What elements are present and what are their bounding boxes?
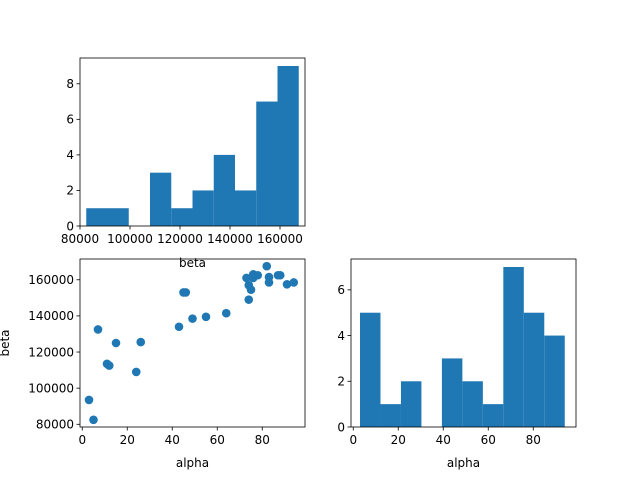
scatter-alpha-beta-point xyxy=(89,415,98,425)
hist-beta-x-tick-label: 80000 xyxy=(61,232,99,246)
scatter-alpha-beta-point xyxy=(264,278,274,287)
hist-beta-bar xyxy=(235,190,257,226)
hist-beta-y-tick-label: 2 xyxy=(66,184,74,198)
hist-alpha-y-tick-label: 6 xyxy=(337,283,345,297)
scatter-alpha-beta-point xyxy=(244,295,254,304)
hist-alpha-bar xyxy=(441,358,463,427)
scatter-alpha-beta-x-tick-label: 40 xyxy=(165,433,180,447)
alpha-histogram-frame xyxy=(350,258,577,428)
scatter-alpha-beta-x-tick-label: 0 xyxy=(78,433,86,447)
hist-alpha-x-tick-label: 60 xyxy=(481,433,496,447)
hist-alpha-bar xyxy=(380,404,401,427)
hist-alpha-y-tick-label: 4 xyxy=(337,329,345,343)
hist-beta-bar xyxy=(171,208,193,226)
beta-histogram-bars xyxy=(86,66,299,226)
scatter-alpha-beta-point xyxy=(282,279,292,289)
alpha-histogram-panel: 0 20 40 60 80 0 2 4 6 alpha xyxy=(337,258,577,470)
scatter-alpha-beta-point xyxy=(289,278,299,287)
scatter-alpha-beta-point xyxy=(242,273,251,283)
hist-beta-x-tick-label: 160000 xyxy=(257,232,303,246)
alpha-beta-scatter-points xyxy=(84,261,299,425)
scatter-alpha-beta-point xyxy=(188,314,197,323)
scatter-alpha-beta-point xyxy=(246,285,256,295)
hist-alpha-x-tick-label: 40 xyxy=(436,433,451,447)
hist-beta-y-tick-label: 8 xyxy=(66,77,74,91)
alpha-beta-scatter-y-label: beta xyxy=(0,329,12,356)
beta-histogram-x-axis: 80000 100000 120000 140000 160000 xyxy=(61,226,303,246)
beta-histogram-x-label: beta xyxy=(179,256,206,270)
scatter-alpha-beta-y-tick-label: 100000 xyxy=(28,381,74,395)
alpha-histogram-bars xyxy=(360,267,565,427)
hist-alpha-bar xyxy=(400,381,422,427)
scatter-alpha-beta-point xyxy=(93,325,103,334)
hist-alpha-bar xyxy=(360,312,381,427)
hist-beta-y-tick-label: 4 xyxy=(66,148,74,162)
scatter-alpha-beta-point xyxy=(262,261,272,271)
hist-alpha-x-tick-label: 20 xyxy=(391,433,406,447)
hist-beta-bar xyxy=(107,208,129,226)
alpha-beta-scatter-frame xyxy=(79,258,306,428)
alpha-beta-scatter-x-label: alpha xyxy=(176,456,209,470)
scatter-alpha-beta-point xyxy=(221,308,231,318)
scatter-alpha-beta-point xyxy=(174,322,184,332)
hist-beta-bar xyxy=(277,66,299,226)
beta-histogram-panel: 80000 100000 120000 140000 160000 0 2 4 6 8 beta xyxy=(61,57,306,270)
hist-beta-bar xyxy=(213,154,235,226)
hist-beta-bar xyxy=(192,190,214,226)
alpha-histogram-y-axis: 0 2 4 6 xyxy=(337,283,351,434)
alpha-beta-scatter-panel: 0 20 40 60 80 80000100000120000140000160000 … xyxy=(0,258,306,470)
scatter-alpha-beta-point xyxy=(136,337,146,347)
hist-beta-bar xyxy=(256,101,278,226)
scatter-alpha-beta-x-tick-label: 80 xyxy=(255,433,270,447)
scatter-alpha-beta-x-tick-label: 20 xyxy=(120,433,135,447)
hist-alpha-x-tick-label: 80 xyxy=(526,433,541,447)
scatter-alpha-beta-point xyxy=(275,270,285,280)
scatter-alpha-beta-y-tick-label: 140000 xyxy=(28,309,74,323)
scatter-alpha-beta-point xyxy=(111,338,121,348)
hist-beta-y-tick-label: 0 xyxy=(66,219,74,233)
hist-alpha-bar xyxy=(503,267,524,427)
scatter-alpha-beta-point xyxy=(181,288,191,297)
scatter-alpha-beta-y-tick-label: 160000 xyxy=(28,273,74,287)
alpha-histogram-x-axis: 0 20 40 60 80 xyxy=(349,427,541,447)
hist-alpha-y-tick-label: 2 xyxy=(337,375,345,389)
hist-beta-bar xyxy=(86,208,108,226)
scatter-alpha-beta-y-tick-label: 120000 xyxy=(28,345,74,359)
scatter-alpha-beta-point xyxy=(131,367,141,377)
hist-beta-y-tick-label: 6 xyxy=(66,113,74,127)
hist-beta-x-tick-label: 120000 xyxy=(157,232,203,246)
alpha-beta-scatter-y-axis: 80000 100000 120000 140000 160000 xyxy=(28,273,80,432)
alpha-histogram-x-label: alpha xyxy=(447,456,480,470)
scatter-alpha-beta-point xyxy=(84,395,94,405)
scatter-alpha-beta-point xyxy=(253,270,263,280)
scatter-alpha-beta-y-tick-label: 80000 xyxy=(36,418,74,432)
hist-alpha-y-tick-label: 0 xyxy=(337,420,345,434)
beta-histogram-frame xyxy=(79,57,306,227)
alpha-beta-scatter-x-axis: 0 20 40 60 80 xyxy=(78,427,270,447)
hist-alpha-bar xyxy=(482,404,504,427)
hist-beta-x-tick-label: 140000 xyxy=(207,232,253,246)
hist-alpha-bar xyxy=(544,335,565,427)
scatter-alpha-beta-point xyxy=(201,312,211,322)
hist-beta-x-tick-label: 100000 xyxy=(107,232,153,246)
hist-alpha-x-tick-label: 0 xyxy=(349,433,357,447)
scatter-alpha-beta-point xyxy=(104,361,114,370)
hist-alpha-bar xyxy=(462,381,483,427)
beta-histogram-y-axis: 0 2 4 6 8 xyxy=(66,77,80,233)
hist-beta-bar xyxy=(150,172,172,226)
hist-alpha-bar xyxy=(523,312,545,427)
scatter-alpha-beta-x-tick-label: 60 xyxy=(210,433,225,447)
